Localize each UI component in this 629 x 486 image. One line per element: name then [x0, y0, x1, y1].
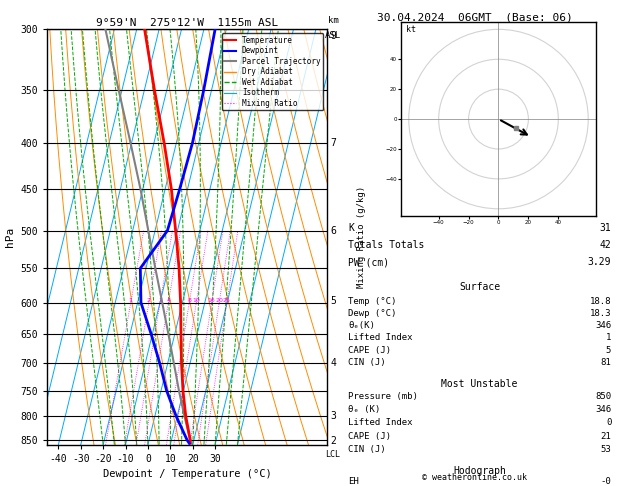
Text: Hodograph: Hodograph [453, 466, 506, 476]
Text: CAPE (J): CAPE (J) [348, 432, 391, 441]
Text: 18.3: 18.3 [590, 309, 611, 318]
Text: 850: 850 [595, 392, 611, 401]
Text: K: K [348, 223, 354, 233]
Text: 53: 53 [601, 445, 611, 454]
Text: 2: 2 [330, 436, 336, 446]
Y-axis label: hPa: hPa [5, 227, 15, 247]
Text: 20: 20 [215, 297, 223, 303]
Text: Totals Totals: Totals Totals [348, 240, 425, 250]
Text: 10: 10 [192, 297, 200, 303]
Text: 31: 31 [599, 223, 611, 233]
Text: 5: 5 [606, 346, 611, 355]
Text: 42: 42 [599, 240, 611, 250]
Text: Mixing Ratio (g/kg): Mixing Ratio (g/kg) [357, 186, 366, 288]
Text: 18.8: 18.8 [590, 296, 611, 306]
Text: km: km [328, 16, 338, 25]
Text: 8: 8 [187, 297, 191, 303]
Text: PW (cm): PW (cm) [348, 258, 389, 267]
Text: 25: 25 [223, 297, 231, 303]
Text: 1: 1 [129, 297, 133, 303]
Legend: Temperature, Dewpoint, Parcel Trajectory, Dry Adiabat, Wet Adiabat, Isotherm, Mi: Temperature, Dewpoint, Parcel Trajectory… [221, 33, 323, 110]
Text: 7: 7 [330, 138, 336, 148]
Text: 0: 0 [606, 418, 611, 428]
Text: 16: 16 [208, 297, 216, 303]
Text: 5: 5 [330, 296, 336, 306]
Text: Surface: Surface [459, 282, 500, 292]
Text: 21: 21 [601, 432, 611, 441]
Text: kt: kt [406, 25, 416, 35]
Text: 30.04.2024  06GMT  (Base: 06): 30.04.2024 06GMT (Base: 06) [377, 12, 573, 22]
Text: 81: 81 [601, 358, 611, 367]
Text: 3: 3 [330, 411, 336, 421]
Text: 3: 3 [158, 297, 162, 303]
Text: ASL: ASL [325, 31, 341, 40]
Text: 4: 4 [166, 297, 170, 303]
Text: 346: 346 [595, 321, 611, 330]
Text: Lifted Index: Lifted Index [348, 333, 413, 343]
Text: CAPE (J): CAPE (J) [348, 346, 391, 355]
Text: CIN (J): CIN (J) [348, 445, 386, 454]
Text: Temp (°C): Temp (°C) [348, 296, 396, 306]
Text: 3.29: 3.29 [587, 258, 611, 267]
Text: Dewp (°C): Dewp (°C) [348, 309, 396, 318]
Text: Pressure (mb): Pressure (mb) [348, 392, 418, 401]
Text: 6: 6 [330, 226, 336, 236]
Title: 9°59'N  275°12'W  1155m ASL: 9°59'N 275°12'W 1155m ASL [96, 18, 278, 28]
Text: θₑ(K): θₑ(K) [348, 321, 375, 330]
Text: © weatheronline.co.uk: © weatheronline.co.uk [423, 473, 527, 482]
Text: Lifted Index: Lifted Index [348, 418, 413, 428]
Text: 9: 9 [330, 31, 336, 41]
Text: LCL: LCL [326, 450, 341, 459]
Text: 1: 1 [606, 333, 611, 343]
Text: -0: -0 [601, 477, 611, 486]
Text: EH: EH [348, 477, 359, 486]
Text: CIN (J): CIN (J) [348, 358, 386, 367]
Text: 2: 2 [147, 297, 151, 303]
Text: 346: 346 [595, 405, 611, 414]
Text: Most Unstable: Most Unstable [442, 379, 518, 389]
Text: 4: 4 [330, 359, 336, 368]
X-axis label: Dewpoint / Temperature (°C): Dewpoint / Temperature (°C) [103, 469, 272, 479]
Text: θₑ (K): θₑ (K) [348, 405, 380, 414]
